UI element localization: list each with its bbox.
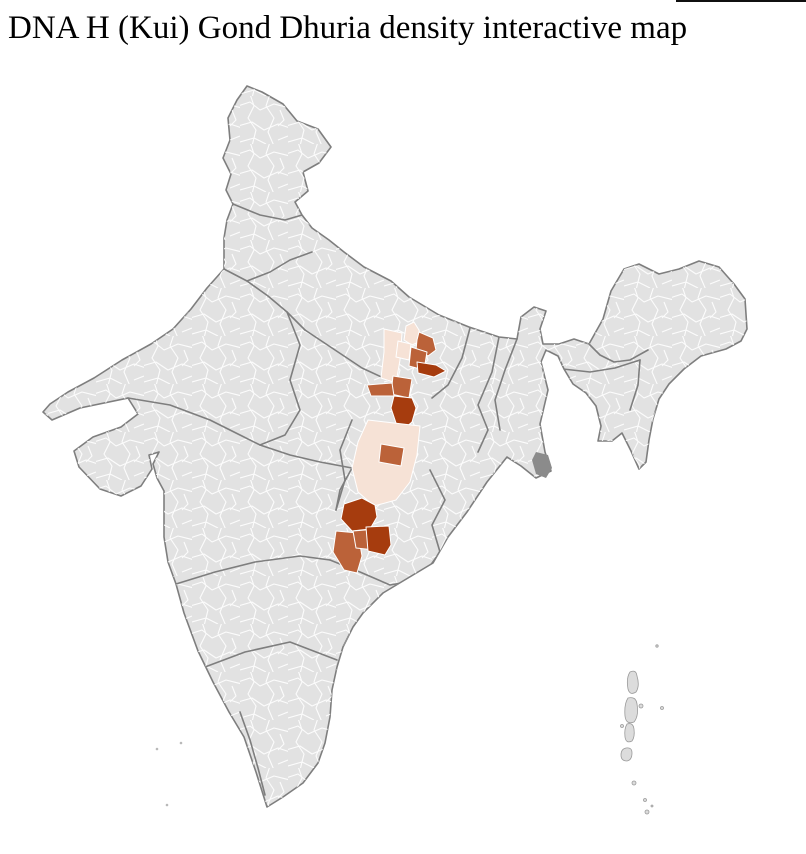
top-right-line: [676, 0, 806, 2]
andaman-nicobar-islands: [620, 644, 664, 815]
page-title: DNA H (Kui) Gond Dhuria density interact…: [8, 10, 688, 46]
district-u5[interactable]: [416, 361, 447, 378]
district-l3[interactable]: [365, 525, 392, 556]
lakshadweep-islands: [155, 741, 183, 807]
district-u3[interactable]: [395, 340, 412, 361]
district-l1[interactable]: [340, 497, 378, 532]
density-districts: [332, 321, 447, 574]
sundarbans-delta: [532, 452, 552, 478]
district-m2[interactable]: [378, 443, 405, 467]
district-u8[interactable]: [366, 382, 395, 397]
